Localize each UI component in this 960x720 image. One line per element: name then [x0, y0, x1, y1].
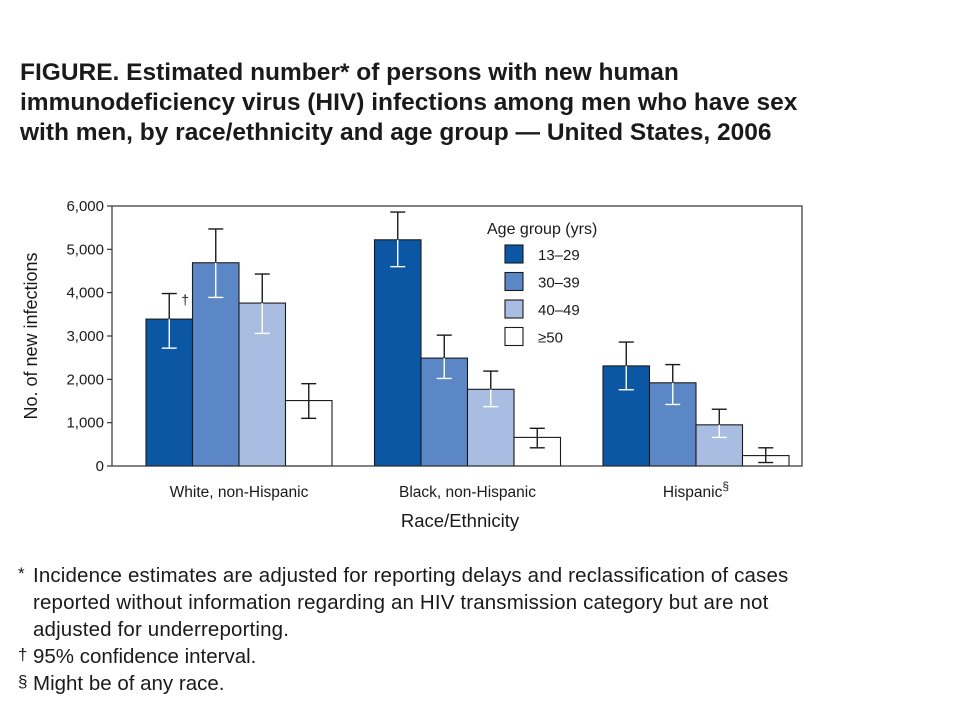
- error-bar: [529, 427, 545, 449]
- legend-label: 30–39: [538, 275, 580, 292]
- legend-item: 30–39: [504, 271, 580, 292]
- legend: Age group (yrs) 13–29 30–39 40–49 ≥50: [487, 221, 597, 347]
- bar-chart: † 0 1,000 2,000 3,000 4,000 5,000 6,000 White,…: [21, 198, 803, 531]
- legend-title: Age group (yrs): [487, 221, 597, 238]
- y-tick-label: 0: [96, 458, 104, 475]
- error-bar: [758, 447, 774, 464]
- bar: [513, 436, 562, 467]
- footnote-text: 95% confidence interval.: [33, 645, 257, 668]
- legend-swatch: [504, 244, 524, 264]
- footnote-2: † 95% confidence interval.: [18, 643, 818, 670]
- footnotes: * Incidence estimates are adjusted for re…: [18, 562, 818, 697]
- footnote-text: Might be of any race.: [33, 672, 225, 695]
- error-bar: [665, 363, 681, 406]
- footnote-marker: †: [18, 645, 28, 664]
- legend-item: 40–49: [504, 299, 580, 319]
- y-tick-label: 2,000: [66, 371, 104, 388]
- y-tick-label: 5,000: [66, 241, 104, 258]
- footnote-marker: §: [18, 672, 28, 691]
- bars: [145, 239, 790, 467]
- x-tick-label: Black, non-Hispanic: [399, 484, 536, 501]
- plot-frame: [111, 205, 803, 467]
- error-bar: [618, 341, 634, 391]
- x-tick-labels: White, non-Hispanic Black, non-Hispanic Hi…: [170, 479, 729, 501]
- error-bar: [483, 370, 499, 408]
- error-bar: [390, 211, 406, 268]
- legend-label: ≥50: [538, 330, 563, 347]
- x-axis-label: Race/Ethnicity: [401, 510, 520, 531]
- x-tick-footnote-mark: §: [722, 479, 729, 493]
- legend-label: 40–49: [538, 302, 580, 319]
- figure-title: FIGURE. Estimated number* of persons wit…: [20, 59, 798, 146]
- error-bars: †: [161, 211, 774, 464]
- y-tick-marks: [107, 205, 112, 467]
- error-bar: [436, 334, 452, 380]
- y-tick-labels: 0 1,000 2,000 3,000 4,000 5,000 6,000: [66, 198, 104, 475]
- error-bar: [254, 273, 270, 335]
- legend-swatch: [504, 271, 524, 292]
- legend-swatch: [504, 299, 524, 319]
- y-tick-label: 3,000: [66, 328, 104, 345]
- y-tick-label: 6,000: [66, 198, 104, 215]
- footnote-3: § Might be of any race.: [18, 670, 818, 697]
- x-tick-label: Hispanic§: [663, 479, 729, 501]
- footnote-text: Incidence estimates are adjusted for rep…: [33, 564, 789, 641]
- y-tick-label: 1,000: [66, 415, 104, 432]
- x-tick-label: White, non-Hispanic: [170, 484, 309, 501]
- footnote-1: * Incidence estimates are adjusted for re…: [18, 562, 818, 643]
- legend-item: 13–29: [504, 244, 580, 264]
- legend-label: 13–29: [538, 247, 580, 264]
- annotation-mark: †: [181, 292, 189, 308]
- bar: [373, 239, 422, 467]
- error-bar: [301, 382, 317, 420]
- footnote-marker: *: [18, 564, 25, 583]
- legend-swatch: [504, 326, 524, 347]
- y-axis-label: No. of new infections: [21, 252, 41, 419]
- error-bar: [711, 408, 727, 439]
- error-bar: [161, 292, 177, 349]
- error-bar: [208, 228, 224, 299]
- y-tick-label: 4,000: [66, 285, 104, 302]
- legend-item: ≥50: [504, 326, 563, 347]
